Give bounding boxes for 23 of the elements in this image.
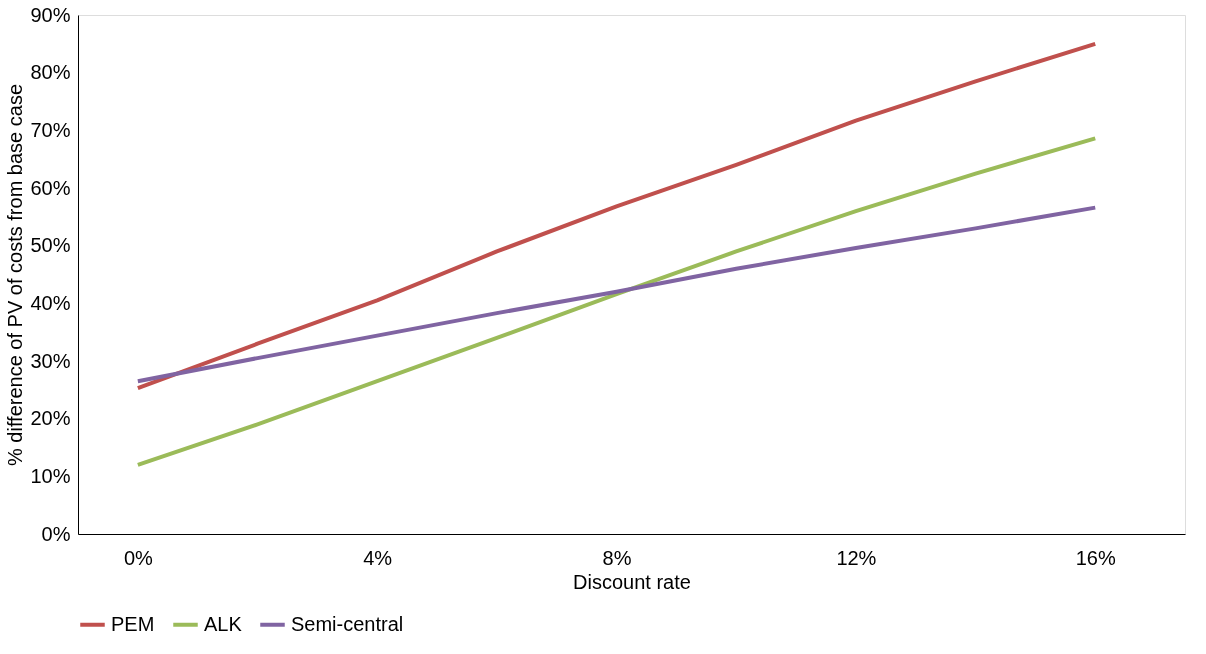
y-tick-label: 50% bbox=[30, 234, 71, 257]
y-tick-label: 90% bbox=[30, 3, 71, 26]
line-series bbox=[135, 41, 1098, 391]
x-tick-label: 16% bbox=[1075, 546, 1116, 569]
x-tick-label: 4% bbox=[363, 546, 393, 569]
legend-label: Semi-central bbox=[291, 612, 404, 635]
y-tick-label: 40% bbox=[30, 291, 71, 314]
line-series bbox=[135, 136, 1098, 467]
y-tick-label: 20% bbox=[30, 407, 71, 430]
y-tick-label: 70% bbox=[30, 118, 71, 141]
y-tick-label: 30% bbox=[30, 349, 71, 372]
legend-label: ALK bbox=[204, 612, 243, 635]
y-tick-label: 80% bbox=[30, 61, 71, 84]
line-series bbox=[135, 205, 1098, 384]
y-axis-title: % difference of PV of costs from base case bbox=[4, 83, 27, 467]
x-tick-label: 0% bbox=[123, 546, 154, 569]
x-tick-label: 8% bbox=[602, 546, 632, 569]
legend-label: PEM bbox=[111, 612, 155, 635]
y-tick-label: 10% bbox=[30, 464, 71, 487]
y-tick-label: 60% bbox=[30, 176, 71, 199]
y-tick-label: 0% bbox=[41, 522, 71, 545]
x-axis-title: Discount rate bbox=[573, 570, 691, 593]
x-tick-label: 12% bbox=[836, 546, 877, 569]
